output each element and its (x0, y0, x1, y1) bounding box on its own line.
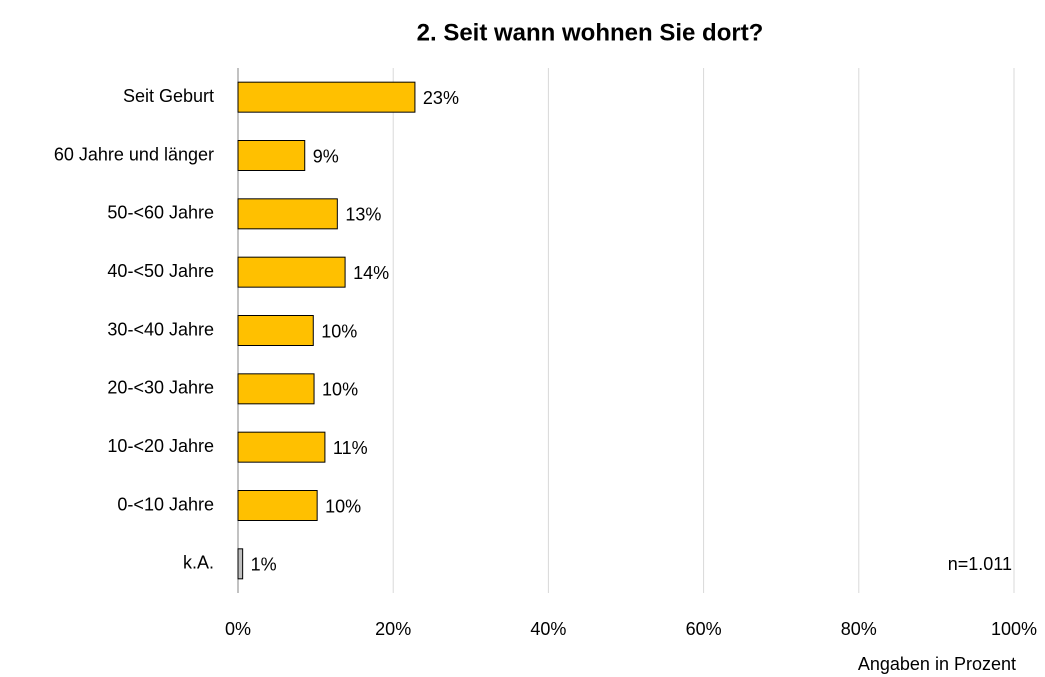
x-tick-label: 60% (686, 619, 722, 639)
y-tick-label: 30-<40 Jahre (107, 319, 214, 339)
bar (237, 198, 338, 230)
value-label: 1% (251, 555, 277, 575)
chart-title: 2. Seit wann wohnen Sie dort? (417, 19, 764, 46)
value-label: 10% (325, 496, 361, 516)
y-tick-label: Seit Geburt (123, 86, 214, 106)
value-label: 13% (345, 205, 381, 225)
y-tick-label: 50-<60 Jahre (107, 203, 214, 223)
value-label: 10% (322, 380, 358, 400)
value-label: 9% (313, 146, 339, 166)
bar (237, 431, 326, 463)
y-tick-label: 10-<20 Jahre (107, 436, 214, 456)
bar (237, 81, 416, 113)
bar (237, 140, 306, 171)
x-tick-label: 100% (991, 619, 1037, 639)
value-label: 23% (423, 88, 459, 108)
value-label: 11% (333, 438, 368, 458)
y-tick-label: 0-<10 Jahre (117, 494, 214, 514)
annotation: n=1.011 (948, 554, 1012, 574)
x-tick-label: 80% (841, 619, 877, 639)
x-tick-label: 0% (225, 619, 251, 639)
bar (237, 315, 314, 346)
value-label: 14% (353, 263, 389, 283)
x-tick-label: 20% (375, 619, 411, 639)
value-label: 10% (321, 321, 357, 341)
bar (237, 373, 315, 405)
y-tick-label: 60 Jahre und länger (54, 144, 214, 164)
y-tick-label: 20-<30 Jahre (107, 378, 214, 398)
x-tick-label: 40% (530, 619, 566, 639)
bar (237, 548, 244, 580)
bar (237, 256, 346, 288)
x-axis-label: Angaben in Prozent (858, 654, 1016, 674)
bar (237, 490, 318, 521)
y-tick-label: 40-<50 Jahre (107, 261, 214, 281)
y-tick-label: k.A. (183, 553, 214, 573)
